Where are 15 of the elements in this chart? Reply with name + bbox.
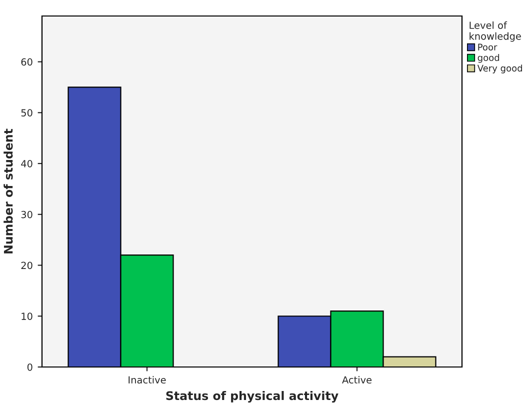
y-tick-label: 0 [27,363,32,371]
x-tick-label: Active [342,376,372,384]
y-tick-label: 40 [21,160,32,168]
legend-label: Poor [478,44,498,51]
legend-label: good [478,54,500,63]
y-tick-label: 50 [21,109,32,116]
y-tick-label: 60 [21,58,32,66]
legend-title: Level of knowledge [470,21,521,42]
y-tick-label: 10 [22,312,32,320]
x-axis-title: Status of physical activity [166,390,338,403]
x-tick-label: Inactive [128,376,166,384]
y-tick-label: 30 [21,210,32,218]
y-tick-label: 20 [21,262,32,270]
legend-label: Very good [477,64,522,74]
y-axis-title: Number of student [4,128,13,254]
